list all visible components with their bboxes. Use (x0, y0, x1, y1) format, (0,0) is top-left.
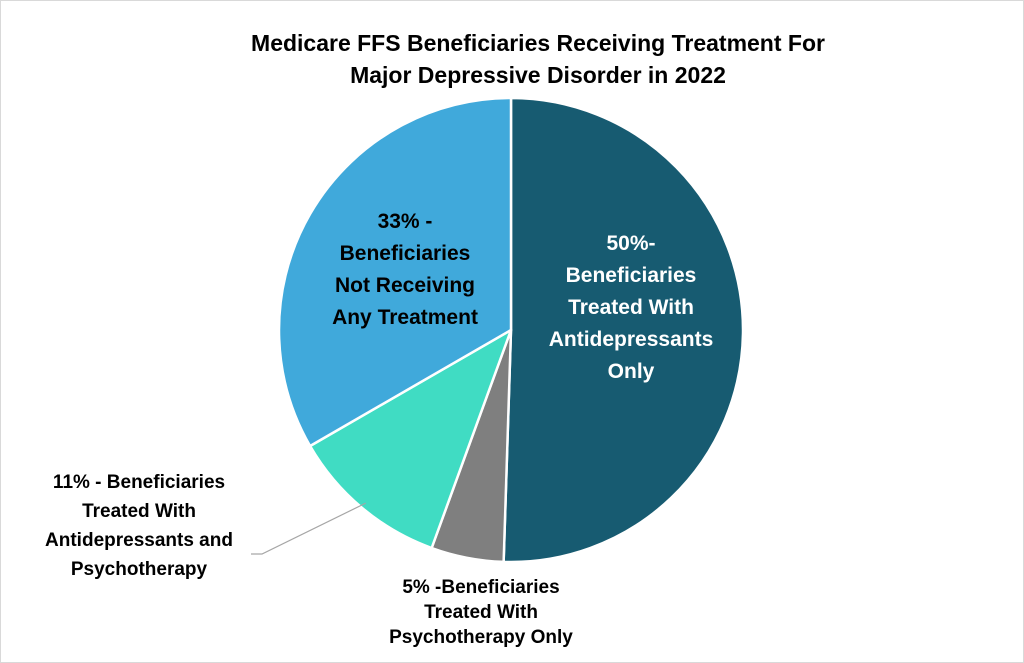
slice-label-psychotherapy-only: 5% -Beneficiaries Treated With Psychothera… (389, 577, 573, 648)
leader-lines (251, 502, 366, 555)
leader-line-antidepressants-and-psychotherapy (251, 502, 366, 555)
slice-label-antidepressants-only: 50%-Beneficiaries Treated With Antidepress… (549, 232, 714, 383)
chart-title-line-2: Major Depressive Disorder in 2022 (350, 62, 726, 88)
pie-slices (277, 96, 745, 564)
slice-antidepressants-and-psychotherapy (308, 328, 513, 550)
slice-label-antidepressants-and-psychotherapy: 11% - Beneficiaries Treated With Antidepre… (45, 472, 233, 580)
slice-label-no-treatment: 33% -Beneficiaries Not Receiving Any Treat… (332, 210, 478, 329)
slice-antidepressants-only (502, 96, 745, 564)
slice-labels: 50%-Beneficiaries Treated With Antidepress… (45, 210, 713, 648)
slice-no-treatment (277, 96, 513, 448)
chart-title-line-1: Medicare FFS Beneficiaries Receiving Tre… (251, 30, 825, 56)
